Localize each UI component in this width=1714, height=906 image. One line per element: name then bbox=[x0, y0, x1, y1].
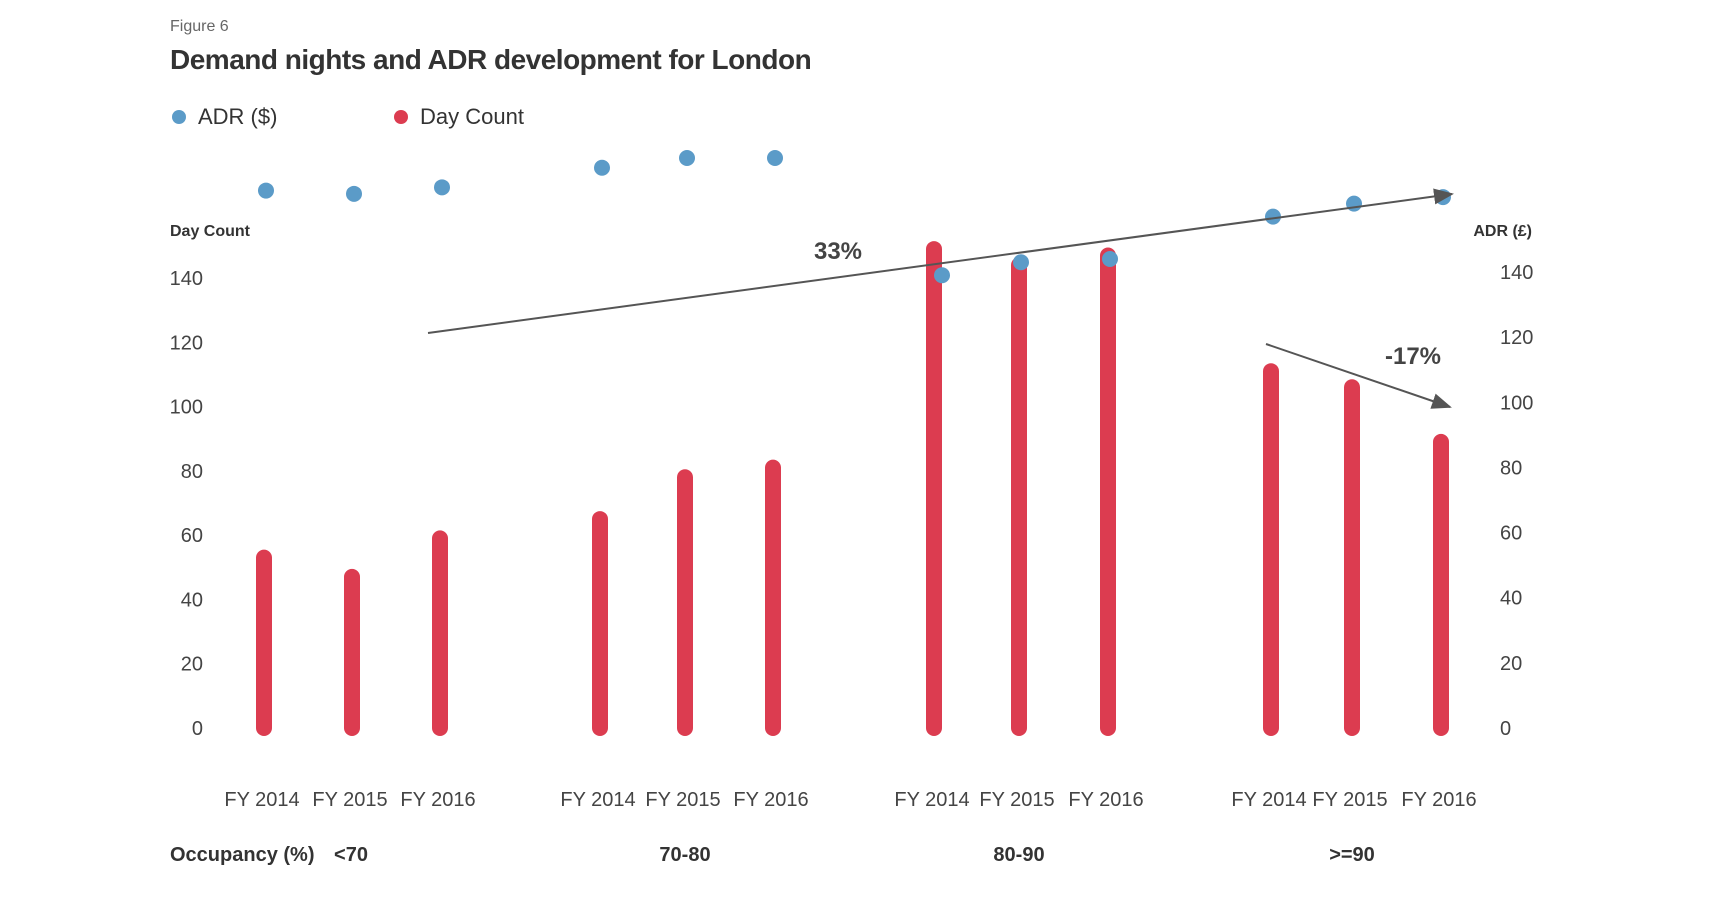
category-label: FY 2014 bbox=[1231, 789, 1306, 811]
left-axis-tick-label: 0 bbox=[192, 718, 203, 740]
category-label: FY 2014 bbox=[894, 789, 969, 811]
occupancy-group-label: 80-90 bbox=[993, 844, 1044, 866]
left-axis-tick-label: 20 bbox=[181, 654, 203, 676]
right-axis-tick-label: 20 bbox=[1500, 653, 1522, 675]
adr-dot bbox=[767, 150, 783, 166]
legend-daycount-label: Day Count bbox=[420, 104, 524, 129]
adr-dot bbox=[346, 185, 362, 202]
category-label: FY 2015 bbox=[979, 789, 1054, 811]
legend-item-adr: ADR ($) bbox=[172, 104, 277, 130]
annotation-minus-17-percent: -17% bbox=[1385, 343, 1441, 370]
category-label: FY 2016 bbox=[1068, 789, 1143, 811]
right-axis-tick-label: 120 bbox=[1500, 327, 1533, 349]
category-label: FY 2015 bbox=[312, 789, 387, 811]
legend-adr-label: ADR ($) bbox=[198, 104, 278, 129]
left-axis-tick-label: 60 bbox=[181, 525, 203, 547]
adr-dot bbox=[1265, 208, 1281, 225]
adr-dot bbox=[1102, 250, 1118, 267]
right-axis-tick-label: 100 bbox=[1500, 392, 1533, 414]
chart-title: Demand nights and ADR development for Lo… bbox=[170, 44, 812, 75]
category-label: FY 2014 bbox=[224, 789, 299, 811]
right-axis-tick-label: 60 bbox=[1500, 523, 1522, 545]
occupancy-group-label: >=90 bbox=[1329, 844, 1375, 866]
category-label: FY 2016 bbox=[400, 789, 475, 811]
right-axis-title: ADR (£) bbox=[1473, 223, 1532, 240]
category-label: FY 2016 bbox=[1401, 789, 1476, 811]
legend-item-day-count: Day Count bbox=[394, 104, 524, 130]
legend-daycount-dot-icon bbox=[394, 110, 408, 124]
left-axis-tick-label: 100 bbox=[170, 397, 203, 419]
left-axis-tick-label: 120 bbox=[170, 332, 203, 354]
legend-adr-dot-icon bbox=[172, 110, 186, 124]
figure-label: Figure 6 bbox=[170, 18, 229, 35]
right-axis-tick-label: 80 bbox=[1500, 457, 1522, 479]
right-axis-tick-label: 40 bbox=[1500, 588, 1522, 610]
annotation-33-percent: 33% bbox=[814, 238, 862, 265]
adr-dot bbox=[258, 182, 274, 199]
adr-dot bbox=[1435, 189, 1451, 206]
category-label: FY 2016 bbox=[733, 789, 808, 811]
trend-arrow-up bbox=[427, 188, 1454, 334]
left-axis-tick-label: 80 bbox=[181, 461, 203, 483]
category-label: FY 2015 bbox=[645, 789, 720, 811]
category-label: FY 2014 bbox=[560, 789, 635, 811]
left-axis-tick-label: 140 bbox=[170, 268, 203, 290]
right-axis-tick-label: 0 bbox=[1500, 718, 1511, 740]
trend-arrow-down bbox=[1265, 343, 1452, 409]
category-label: FY 2015 bbox=[1312, 789, 1387, 811]
right-axis-tick-label: 140 bbox=[1500, 262, 1533, 284]
occupancy-group-label: <70 bbox=[334, 844, 368, 866]
left-axis-title: Day Count bbox=[170, 223, 251, 240]
adr-dot bbox=[1013, 254, 1029, 271]
occupancy-group-label: 70-80 bbox=[659, 844, 710, 866]
adr-dot bbox=[1346, 195, 1362, 212]
adr-dot bbox=[594, 159, 610, 176]
left-axis-tick-label: 40 bbox=[181, 589, 203, 611]
adr-dot bbox=[434, 179, 450, 196]
x-axis-caption: Occupancy (%) bbox=[170, 844, 314, 866]
adr-dot bbox=[934, 267, 950, 284]
adr-dot bbox=[679, 150, 695, 166]
